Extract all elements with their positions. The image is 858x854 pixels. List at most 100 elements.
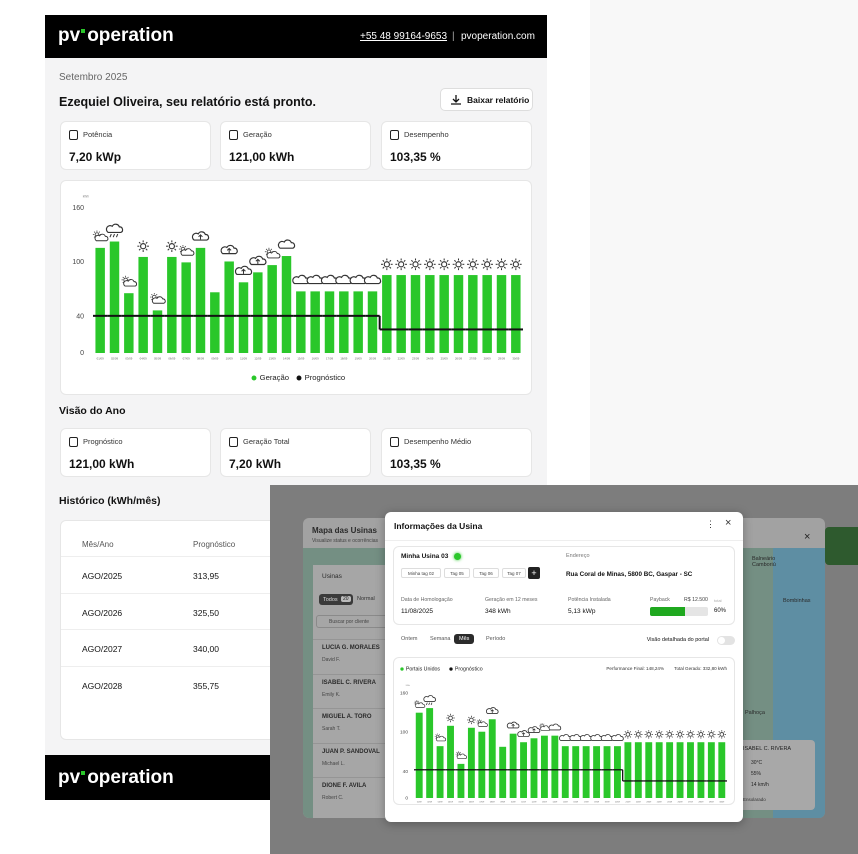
status-dot bbox=[454, 553, 461, 560]
weather-icon bbox=[349, 274, 367, 285]
card-value: 103,35 % bbox=[390, 457, 441, 471]
weather-icon bbox=[220, 244, 238, 255]
plant-name: DIONE F. AVILA bbox=[322, 783, 367, 789]
sun-ray bbox=[676, 736, 679, 738]
tag[interactable]: Tag 07 bbox=[502, 568, 526, 578]
x-tick-label: 29/09 bbox=[709, 801, 714, 803]
sun-ray bbox=[456, 755, 458, 757]
tab[interactable]: Ontem bbox=[401, 636, 418, 642]
bar bbox=[488, 719, 496, 798]
sun-ray bbox=[687, 736, 689, 738]
chart: kWh 0 40 100 160 01/09 02/09 03/09 04/09 05/09 06/… bbox=[72, 195, 523, 382]
sun-ray bbox=[655, 736, 658, 738]
x-tick-label: 30/09 bbox=[719, 801, 724, 803]
list-divider bbox=[313, 639, 385, 640]
x-tick-label: 06/09 bbox=[168, 356, 175, 360]
sun-ray bbox=[480, 719, 482, 721]
sun-ray bbox=[447, 714, 449, 717]
download-button[interactable]: Baixar relatório bbox=[440, 88, 533, 111]
weather-icon bbox=[548, 723, 562, 731]
website[interactable]: pvoperation.com bbox=[461, 31, 535, 42]
sun-ray bbox=[459, 751, 461, 753]
bar bbox=[95, 247, 105, 353]
sun-ray bbox=[718, 736, 721, 738]
action-button[interactable] bbox=[825, 527, 858, 565]
filter-tab[interactable]: Normal bbox=[357, 596, 375, 602]
sun-ray bbox=[184, 245, 187, 248]
weather-icon bbox=[675, 730, 685, 739]
x-tick-label: 21/09 bbox=[625, 801, 630, 803]
sun-ray bbox=[460, 259, 463, 262]
phone[interactable]: +55 48 99164-9653 bbox=[360, 31, 448, 42]
sun-ray bbox=[468, 266, 471, 269]
address: Rua Coral de Minas, 5800 BC, Gaspar - SC bbox=[566, 571, 693, 578]
add-tag[interactable]: + bbox=[528, 567, 540, 579]
x-tick-label: 08/09 bbox=[197, 356, 204, 360]
search-box[interactable]: Buscar por cliente bbox=[316, 615, 396, 628]
annotation: Total Gerado: 332,80 kWh bbox=[674, 666, 727, 671]
payback-amount: R$ 12.500 bbox=[684, 597, 708, 603]
bar bbox=[353, 291, 363, 353]
weather-icon bbox=[579, 734, 593, 741]
sun-ray bbox=[417, 259, 420, 262]
x-tick-label: 16/09 bbox=[573, 801, 578, 803]
sun-ray bbox=[438, 734, 441, 736]
sun-ray bbox=[708, 736, 710, 738]
cloud bbox=[456, 753, 467, 760]
bar bbox=[138, 256, 148, 353]
sun-ray bbox=[708, 731, 710, 733]
sun-ray bbox=[93, 236, 96, 238]
weather-icon bbox=[434, 733, 447, 742]
filter-tab[interactable]: Todos 20 bbox=[319, 594, 353, 605]
payback-bar bbox=[650, 607, 685, 616]
cloud bbox=[569, 734, 582, 741]
sun-ray bbox=[640, 736, 642, 738]
sun-ray bbox=[454, 259, 457, 262]
weather-icon bbox=[467, 258, 479, 271]
bar bbox=[509, 733, 517, 798]
cloud bbox=[423, 695, 436, 702]
close-icon[interactable]: × bbox=[725, 517, 732, 529]
tab[interactable]: Semana bbox=[430, 636, 451, 642]
sun-ray bbox=[482, 266, 485, 269]
tag[interactable]: Minha tag 02 bbox=[401, 568, 441, 578]
logo-name: operation bbox=[87, 767, 174, 788]
weather-icon bbox=[485, 707, 499, 714]
sun-ray bbox=[671, 736, 673, 738]
sun-ray bbox=[396, 266, 399, 269]
cloud bbox=[292, 274, 310, 285]
arrow bbox=[241, 268, 246, 274]
bar bbox=[324, 291, 335, 353]
sun-ray bbox=[468, 259, 471, 262]
cloud bbox=[123, 279, 137, 287]
tag[interactable]: Tag 05 bbox=[444, 568, 470, 578]
sun-ray bbox=[167, 248, 170, 251]
x-tick-label: 03/09 bbox=[438, 801, 443, 803]
toggle[interactable] bbox=[717, 636, 735, 645]
card-value: 121,00 kWh bbox=[69, 457, 135, 471]
x-tick-label: 18/09 bbox=[594, 801, 599, 803]
weather-icon bbox=[600, 734, 614, 741]
bar bbox=[310, 291, 320, 353]
weather-icon bbox=[455, 751, 467, 760]
cloud bbox=[277, 239, 296, 249]
arrow bbox=[511, 723, 515, 728]
menu-icon[interactable]: ⋮ bbox=[706, 519, 715, 529]
tag-label: Tag 07 bbox=[507, 571, 521, 576]
weather-icon bbox=[413, 700, 426, 708]
close-icon[interactable]: × bbox=[804, 531, 811, 543]
weather-icon bbox=[178, 244, 195, 256]
bar bbox=[426, 708, 434, 798]
tag[interactable]: Tag 06 bbox=[473, 568, 499, 578]
sun-ray bbox=[382, 266, 385, 269]
weather-icon bbox=[424, 258, 436, 271]
sun-ray bbox=[475, 266, 478, 269]
tab[interactable]: Período bbox=[486, 636, 506, 642]
bar bbox=[436, 746, 444, 798]
toggle-label: Visão detalhada do portal bbox=[646, 637, 709, 643]
sun-ray bbox=[127, 276, 129, 279]
place-label: Palhoça bbox=[745, 710, 765, 716]
tab[interactable]: Mês bbox=[454, 634, 475, 644]
sun-ray bbox=[660, 736, 663, 738]
weather-icon bbox=[481, 258, 493, 271]
